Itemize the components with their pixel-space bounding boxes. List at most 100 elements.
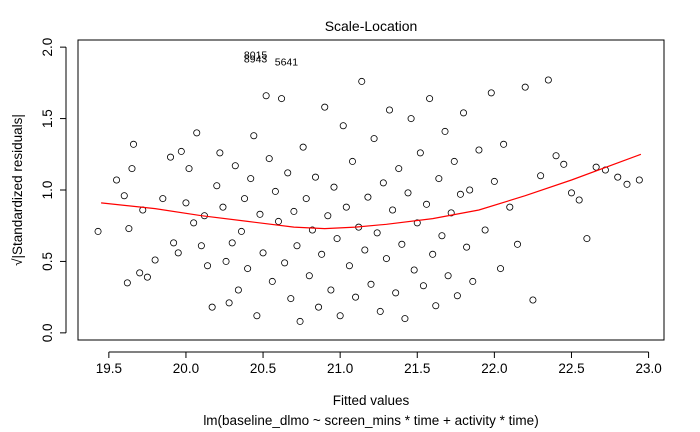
data-point xyxy=(386,106,394,114)
data-point xyxy=(299,143,307,151)
data-point xyxy=(123,279,131,287)
data-point xyxy=(151,256,159,264)
x-tick-label: 21.5 xyxy=(404,361,430,376)
data-point xyxy=(120,192,128,200)
data-point xyxy=(395,165,403,173)
data-point xyxy=(373,229,381,237)
data-point xyxy=(315,303,323,311)
data-point xyxy=(537,172,545,180)
x-tick-label: 22.5 xyxy=(558,361,584,376)
data-point xyxy=(113,176,121,184)
data-point xyxy=(305,272,313,280)
data-point xyxy=(398,240,406,248)
data-point xyxy=(466,186,474,194)
data-point xyxy=(290,207,298,215)
data-point xyxy=(367,280,375,288)
data-point xyxy=(130,140,138,148)
data-point xyxy=(481,226,489,234)
x-tick-label: 21.0 xyxy=(327,361,353,376)
data-point xyxy=(450,157,458,165)
data-point xyxy=(185,165,193,173)
data-point xyxy=(274,217,282,225)
data-point xyxy=(345,262,353,270)
data-point xyxy=(352,293,360,301)
data-point xyxy=(529,296,537,304)
data-point xyxy=(136,269,144,277)
y-axis-label: √|Standardized residuals| xyxy=(10,114,25,266)
x-axis-label: Fitted values xyxy=(333,393,410,408)
x-tick-label: 19.5 xyxy=(96,361,122,376)
data-point xyxy=(514,240,522,248)
model-formula-caption: lm(baseline_dlmo ~ screen_mins * time + … xyxy=(203,413,538,428)
data-point xyxy=(614,173,622,181)
data-point xyxy=(174,249,182,257)
data-point xyxy=(268,277,276,285)
data-point xyxy=(197,242,205,250)
x-axis: 19.5 20.0 20.5 21.0 21.5 22.0 22.5 23.0 xyxy=(96,351,662,376)
data-point xyxy=(413,219,421,227)
data-point xyxy=(404,189,412,197)
data-point xyxy=(376,307,384,315)
data-point xyxy=(358,77,366,85)
data-point xyxy=(407,115,415,123)
data-point xyxy=(475,146,483,154)
data-point xyxy=(567,189,575,197)
data-point xyxy=(244,265,252,273)
x-tick-label: 23.0 xyxy=(635,361,661,376)
data-point xyxy=(296,317,304,325)
data-point xyxy=(429,250,437,258)
data-point xyxy=(441,127,449,135)
data-point xyxy=(419,282,427,290)
data-point xyxy=(219,203,227,211)
data-point xyxy=(521,83,529,91)
data-point xyxy=(490,177,498,185)
data-point xyxy=(416,149,424,157)
data-point xyxy=(623,180,631,188)
data-points xyxy=(94,76,643,325)
data-point xyxy=(327,286,335,294)
data-point xyxy=(348,157,356,165)
data-point xyxy=(225,299,233,307)
data-point xyxy=(432,302,440,310)
data-point xyxy=(410,266,418,274)
data-point xyxy=(339,122,347,130)
data-point xyxy=(330,183,338,191)
data-point xyxy=(583,235,591,243)
data-point xyxy=(401,315,409,323)
data-point xyxy=(256,210,264,218)
point-annotation: 8943 xyxy=(244,54,268,66)
smooth-line xyxy=(101,153,642,230)
data-point xyxy=(361,246,369,254)
data-point xyxy=(231,162,239,170)
data-point xyxy=(575,196,583,204)
data-point xyxy=(302,195,310,203)
data-point xyxy=(379,179,387,187)
data-point xyxy=(487,89,495,97)
point-annotation: 5641 xyxy=(275,56,299,68)
data-point xyxy=(208,303,216,311)
data-point xyxy=(560,160,568,168)
data-point xyxy=(128,165,136,173)
y-tick-label: 1.0 xyxy=(40,181,55,200)
data-point xyxy=(216,149,224,157)
y-tick-label: 0.5 xyxy=(40,252,55,271)
data-point xyxy=(342,203,350,211)
data-point xyxy=(190,219,198,227)
data-point xyxy=(213,182,221,190)
plot-frame xyxy=(77,39,665,341)
data-point xyxy=(125,225,133,233)
data-point xyxy=(500,140,508,148)
data-point xyxy=(222,257,230,265)
data-point xyxy=(463,243,471,251)
chart-title: Scale-Location xyxy=(325,18,418,34)
data-point xyxy=(592,163,600,171)
data-point xyxy=(94,227,102,235)
data-point xyxy=(143,273,151,281)
data-point xyxy=(204,262,212,270)
data-point xyxy=(469,277,477,285)
data-point xyxy=(364,193,372,201)
data-point xyxy=(271,187,279,195)
y-tick-label: 1.5 xyxy=(40,109,55,128)
data-point xyxy=(182,199,190,207)
x-tick-label: 20.5 xyxy=(250,361,276,376)
